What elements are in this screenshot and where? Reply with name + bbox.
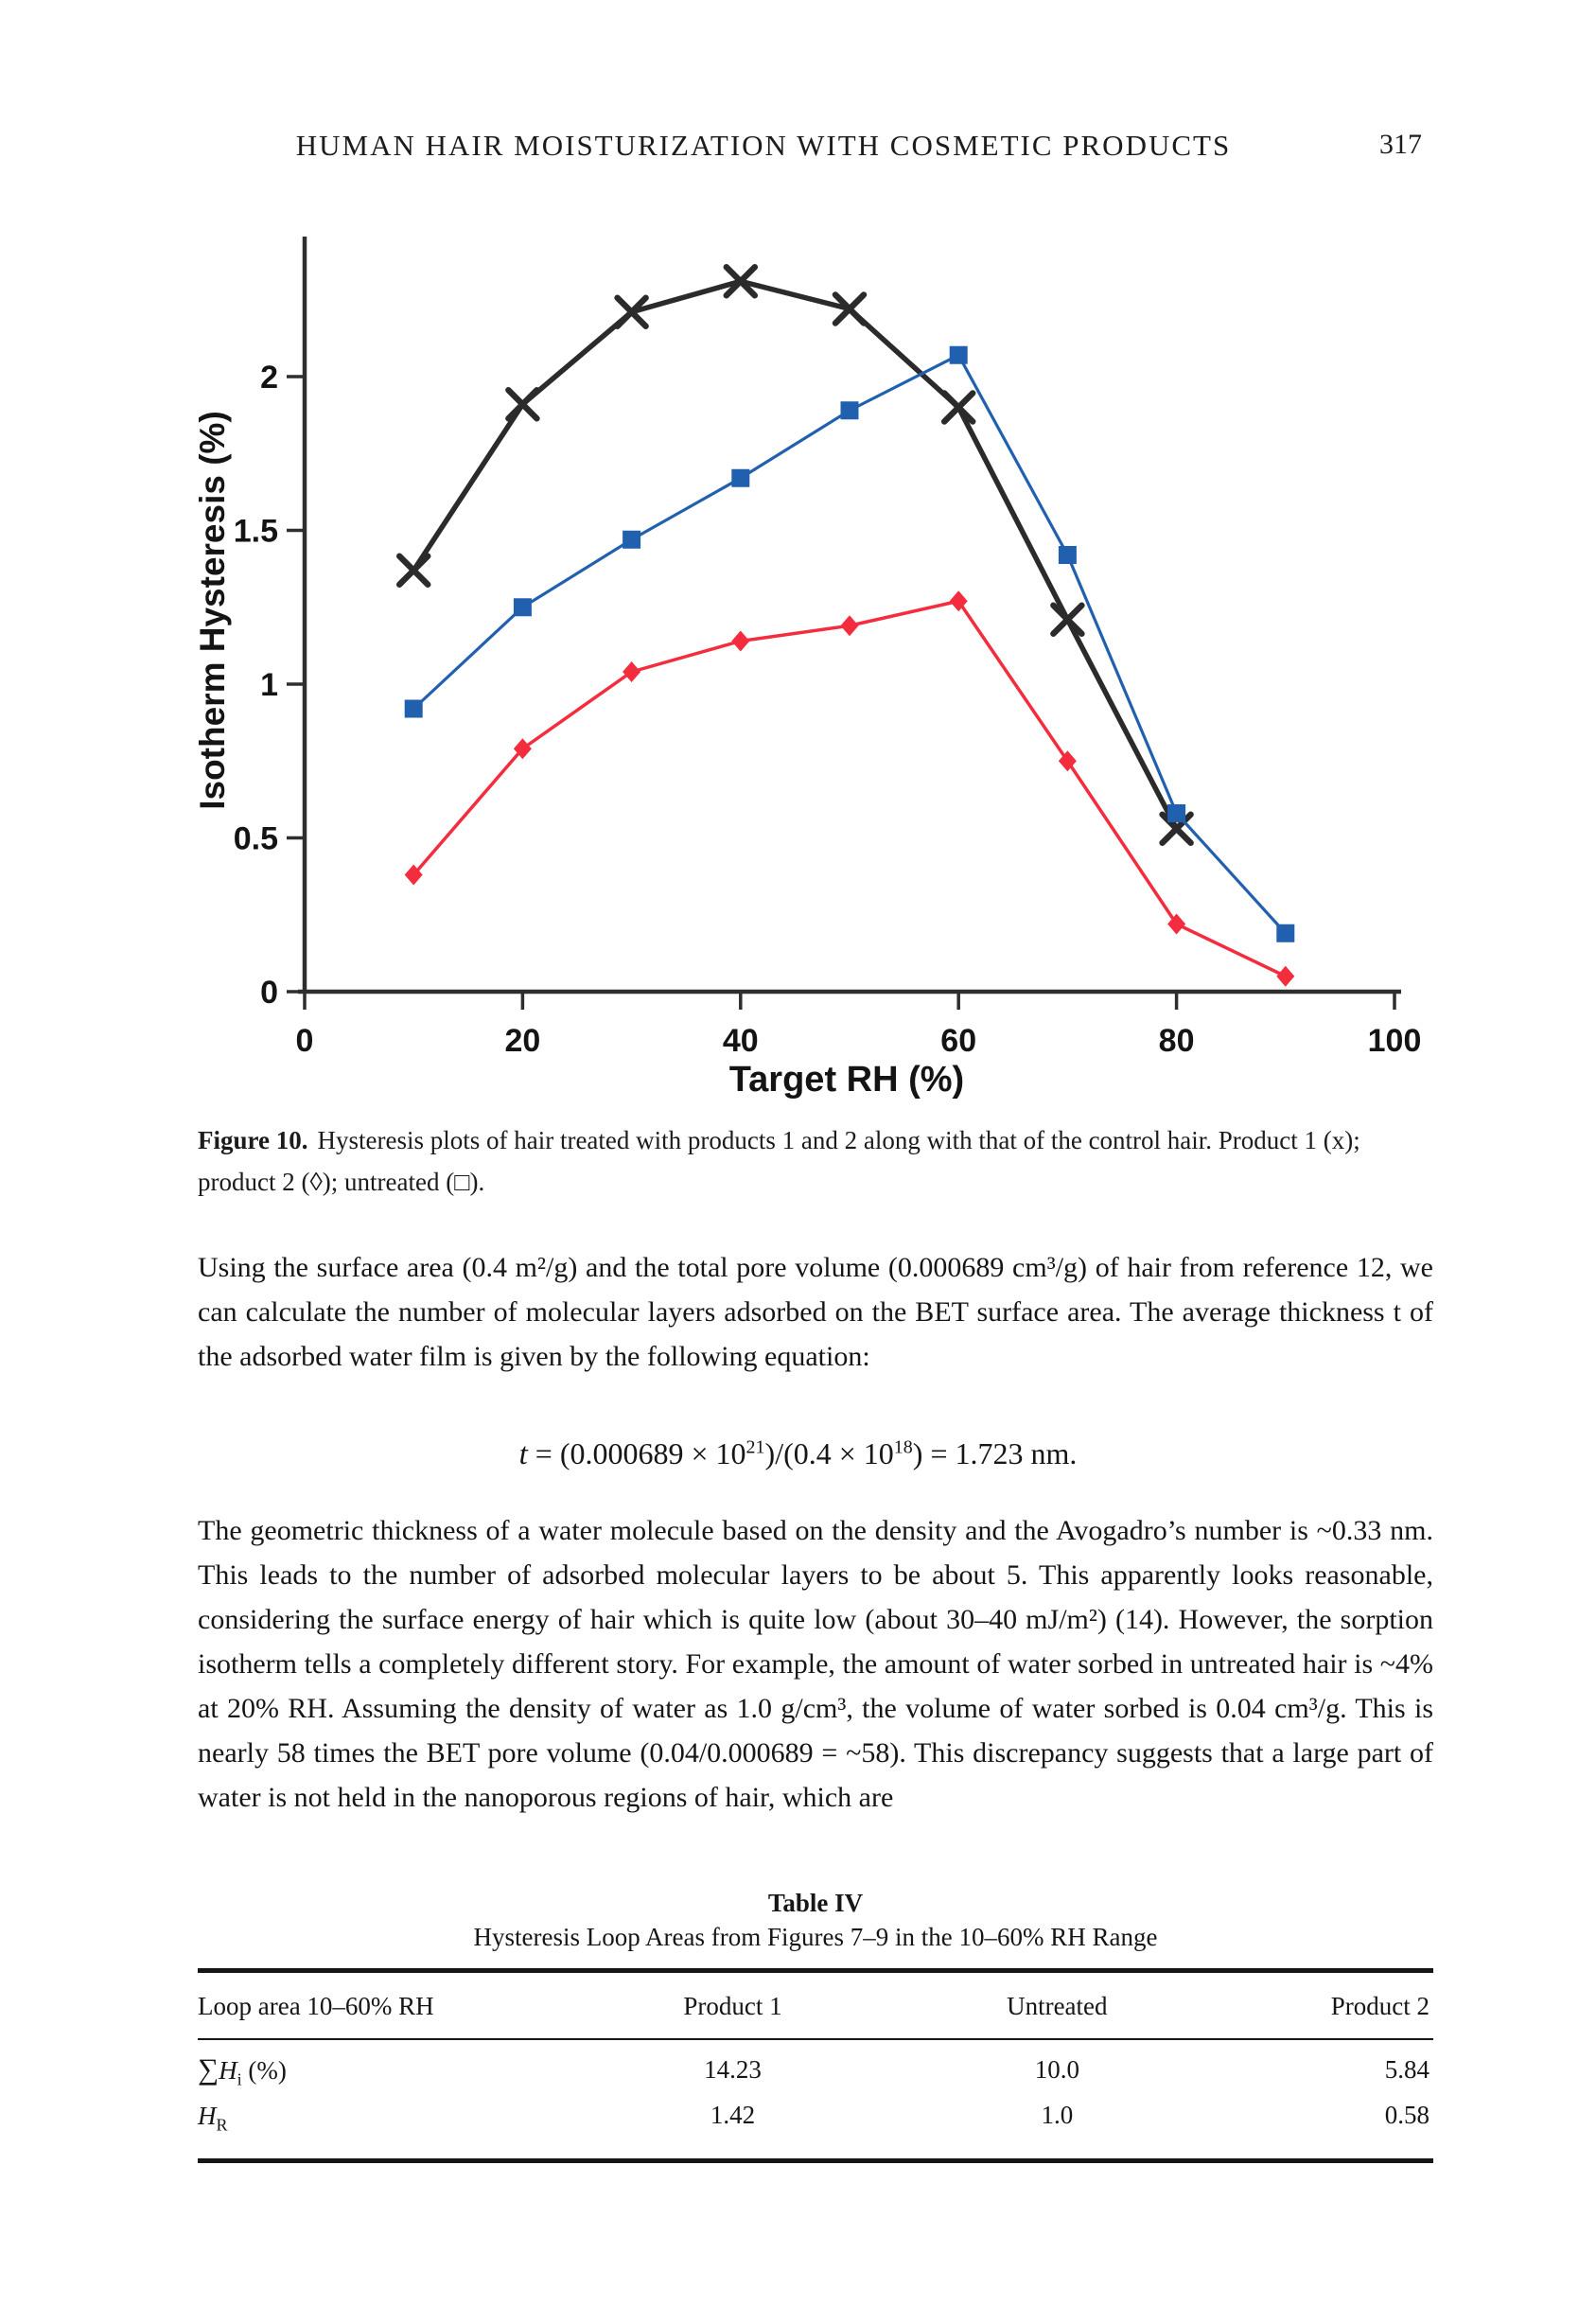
x-tick-label: 60 bbox=[940, 1023, 976, 1059]
x-marker-icon bbox=[505, 387, 540, 422]
diamond-marker-icon bbox=[404, 864, 423, 886]
table-title: Table IV bbox=[767, 1889, 864, 1917]
hysteresis-figure: 0 0.5 1 1.5 2 0 20 40 60 80 100 Isotherm Hysteresis… bbox=[0, 213, 1596, 1112]
y-tick-label: 1.5 bbox=[234, 514, 278, 550]
diamond-marker-icon bbox=[1276, 965, 1295, 987]
table-cell: 14.23 bbox=[704, 2055, 762, 2084]
table-cell: 5.84 bbox=[1384, 2055, 1429, 2084]
x-marker-icon bbox=[1159, 811, 1194, 846]
diamond-marker-icon bbox=[513, 738, 532, 760]
x-marker-icon bbox=[614, 294, 649, 329]
table-row: HR 1.42 1.0 0.58 bbox=[198, 2097, 1433, 2142]
body-paragraph-1: Using the surface area (0.4 m²/g) and th… bbox=[198, 1252, 1433, 1372]
table-iv: Table IV Hysteresis Loop Areas from Figu… bbox=[198, 1889, 1433, 2163]
square-marker-icon bbox=[1276, 924, 1295, 942]
table-cell: 0.58 bbox=[1384, 2101, 1429, 2130]
figure-caption-label: Figure 10. bbox=[198, 1126, 308, 1154]
figure-caption: Figure 10. Hysteresis plots of hair treat… bbox=[198, 1119, 1443, 1203]
x-tick-label: 20 bbox=[504, 1023, 540, 1059]
x-marker-icon bbox=[1050, 602, 1085, 637]
figure-caption-text: Hysteresis plots of hair treated with pr… bbox=[198, 1126, 1360, 1196]
diamond-marker-icon bbox=[1058, 750, 1077, 772]
table-row-label: ∑Hi (%) bbox=[198, 2052, 287, 2089]
body-paragraph-2: The geometric thickness of a water molec… bbox=[198, 1515, 1433, 1813]
table-cell: 1.42 bbox=[710, 2101, 756, 2130]
table-rule-bottom bbox=[198, 2157, 1433, 2163]
table-cell: 10.0 bbox=[1034, 2055, 1079, 2084]
diamond-marker-icon bbox=[1167, 913, 1186, 935]
diamond-marker-icon bbox=[623, 661, 641, 682]
x-tick-label: 0 bbox=[296, 1023, 314, 1059]
square-marker-icon bbox=[731, 468, 750, 487]
square-marker-icon bbox=[513, 598, 532, 617]
table-row-label: HR bbox=[198, 2102, 228, 2135]
equation-result: ) = 1.723 nm. bbox=[912, 1436, 1078, 1470]
diamond-marker-icon bbox=[949, 590, 968, 612]
table-col-header: Product 2 bbox=[1330, 1992, 1429, 2020]
page-header: HUMAN HAIR MOISTURIZATION WITH COSMETIC … bbox=[198, 129, 1433, 170]
table-col-header: Untreated bbox=[1007, 1992, 1108, 2020]
table-rule-top bbox=[198, 1968, 1433, 1973]
table-col-header: Product 1 bbox=[683, 1992, 782, 2020]
x-marker-icon bbox=[395, 553, 431, 588]
equation-exponent: 18 bbox=[893, 1436, 913, 1458]
table-subtitle: Hysteresis Loop Areas from Figures 7–9 i… bbox=[473, 1923, 1158, 1951]
y-tick-label: 0.5 bbox=[234, 821, 278, 857]
x-tick-label: 100 bbox=[1368, 1023, 1422, 1059]
y-axis-title: Isotherm Hysteresis (%) bbox=[193, 411, 232, 810]
equation-variable: t bbox=[518, 1437, 528, 1471]
table-header-row: Loop area 10–60% RH Product 1 Untreated … bbox=[198, 1973, 1433, 2038]
series-line-product-1 bbox=[411, 278, 1180, 832]
x-marker-icon bbox=[940, 390, 976, 425]
square-marker-icon bbox=[1058, 546, 1077, 564]
equation-part: )/(0.4 × 10 bbox=[764, 1436, 894, 1470]
x-tick-label: 40 bbox=[723, 1023, 759, 1059]
series-line-untreated bbox=[412, 353, 1288, 935]
page-number: 317 bbox=[1379, 129, 1422, 160]
table-rule-mid bbox=[198, 2038, 1433, 2040]
y-tick-label: 1 bbox=[260, 667, 278, 703]
square-marker-icon bbox=[949, 345, 968, 364]
square-marker-icon bbox=[404, 699, 423, 718]
square-marker-icon bbox=[840, 401, 859, 420]
table-cell: 1.0 bbox=[1041, 2101, 1074, 2130]
x-marker-icon bbox=[832, 291, 868, 326]
diamond-marker-icon bbox=[731, 630, 750, 652]
table-col-header: Loop area 10–60% RH bbox=[198, 1992, 434, 2020]
y-tick-label: 2 bbox=[260, 360, 278, 396]
diamond-marker-icon bbox=[840, 615, 859, 637]
running-head-title: HUMAN HAIR MOISTURIZATION WITH COSMETIC … bbox=[295, 129, 1232, 162]
y-tick-label: 0 bbox=[260, 975, 278, 1011]
equation-part: = (0.000689 × 10 bbox=[527, 1436, 746, 1470]
equation-exponent: 21 bbox=[745, 1436, 765, 1458]
x-tick-label: 80 bbox=[1159, 1023, 1195, 1059]
x-marker-icon bbox=[723, 264, 759, 299]
table-row: ∑Hi (%) 14.23 10.0 5.84 bbox=[198, 2040, 1433, 2097]
x-axis-title: Target RH (%) bbox=[729, 1060, 964, 1100]
square-marker-icon bbox=[623, 530, 641, 549]
square-marker-icon bbox=[1167, 804, 1186, 822]
equation: t = (0.000689 × 1021)/(0.4 × 1018) = 1.7… bbox=[0, 1436, 1596, 1472]
